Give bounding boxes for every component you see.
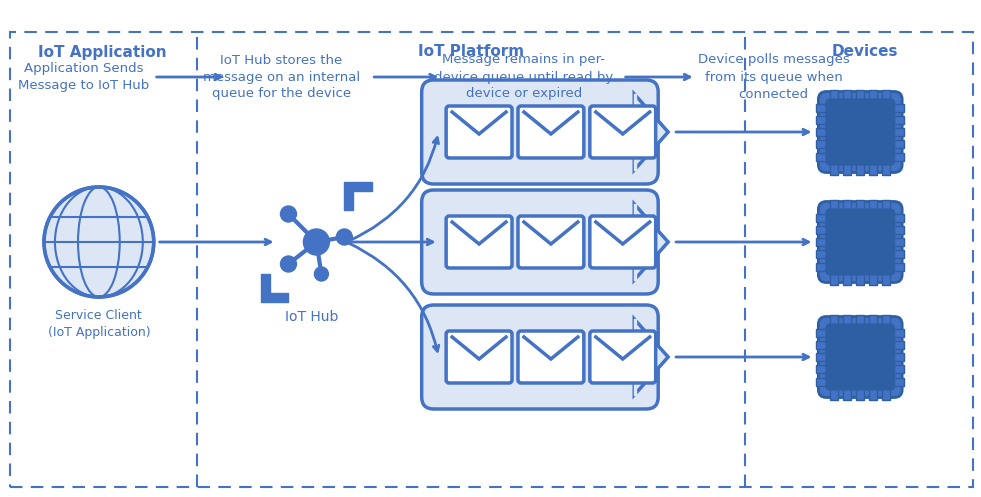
Polygon shape	[635, 94, 668, 170]
Text: Application Sends
Message to IoT Hub: Application Sends Message to IoT Hub	[19, 62, 149, 92]
Text: IoT Hub stores the
message on an internal
queue for the device: IoT Hub stores the message on an interna…	[203, 54, 360, 100]
Bar	[889, 238, 904, 246]
Bar	[889, 329, 904, 336]
Circle shape	[281, 206, 296, 222]
FancyBboxPatch shape	[518, 106, 584, 158]
Bar	[830, 89, 839, 104]
Bar	[889, 365, 904, 373]
Bar	[869, 269, 877, 284]
Bar	[816, 103, 831, 111]
FancyBboxPatch shape	[446, 216, 512, 268]
Circle shape	[336, 229, 352, 245]
Bar	[856, 199, 864, 215]
Bar	[844, 160, 852, 174]
Bar	[816, 238, 831, 246]
Bar	[856, 385, 864, 400]
Bar	[844, 89, 852, 104]
Bar	[882, 269, 890, 284]
Bar	[830, 269, 839, 284]
Bar	[882, 385, 890, 400]
Bar	[882, 315, 890, 330]
FancyBboxPatch shape	[446, 331, 512, 383]
Bar	[869, 385, 877, 400]
Bar	[882, 199, 890, 215]
Polygon shape	[261, 274, 288, 302]
Bar	[889, 378, 904, 386]
FancyBboxPatch shape	[422, 305, 658, 409]
Bar	[830, 199, 839, 215]
Bar	[869, 89, 877, 104]
Bar	[889, 250, 904, 258]
Text: Service Client
(IoT Application): Service Client (IoT Application)	[47, 309, 150, 339]
Circle shape	[315, 267, 329, 281]
Bar	[889, 262, 904, 270]
Bar	[882, 89, 890, 104]
Bar	[856, 160, 864, 174]
Bar	[816, 378, 831, 386]
Text: Devices: Devices	[832, 45, 899, 60]
FancyBboxPatch shape	[422, 190, 658, 294]
FancyBboxPatch shape	[446, 106, 512, 158]
FancyBboxPatch shape	[818, 91, 903, 172]
Bar	[889, 226, 904, 234]
Bar	[830, 385, 839, 400]
Bar	[816, 250, 831, 258]
Bar	[889, 153, 904, 161]
Bar	[889, 214, 904, 222]
Bar	[816, 262, 831, 270]
Polygon shape	[635, 204, 668, 280]
FancyBboxPatch shape	[590, 106, 655, 158]
FancyBboxPatch shape	[518, 331, 584, 383]
Bar	[869, 199, 877, 215]
FancyBboxPatch shape	[590, 331, 655, 383]
Bar	[816, 140, 831, 148]
Bar	[816, 116, 831, 124]
FancyBboxPatch shape	[826, 99, 895, 165]
Bar	[856, 89, 864, 104]
Bar	[830, 315, 839, 330]
Bar	[869, 315, 877, 330]
Text: Device polls messages
from its queue when
connected: Device polls messages from its queue whe…	[697, 54, 850, 100]
Bar	[844, 199, 852, 215]
Bar	[816, 214, 831, 222]
Bar	[844, 269, 852, 284]
Bar	[856, 315, 864, 330]
Polygon shape	[344, 182, 373, 210]
Bar	[889, 341, 904, 349]
Text: IoT Hub: IoT Hub	[284, 310, 338, 324]
Bar	[882, 160, 890, 174]
Bar	[830, 160, 839, 174]
Polygon shape	[635, 319, 668, 395]
Bar	[869, 160, 877, 174]
Bar	[816, 365, 831, 373]
FancyBboxPatch shape	[518, 216, 584, 268]
Text: Message remains in per-
device queue until read by
device or expired: Message remains in per- device queue unt…	[435, 54, 613, 100]
Bar	[889, 140, 904, 148]
Text: IoT Platform: IoT Platform	[418, 45, 524, 60]
Circle shape	[303, 229, 330, 255]
Bar	[816, 329, 831, 336]
Bar	[889, 353, 904, 361]
Bar	[844, 315, 852, 330]
Bar	[889, 116, 904, 124]
FancyBboxPatch shape	[826, 210, 895, 274]
FancyBboxPatch shape	[826, 325, 895, 390]
Bar	[816, 226, 831, 234]
Bar	[816, 341, 831, 349]
Bar	[889, 103, 904, 111]
Circle shape	[44, 187, 154, 297]
Bar	[816, 353, 831, 361]
Bar	[856, 269, 864, 284]
Bar	[889, 128, 904, 136]
Bar	[844, 385, 852, 400]
FancyBboxPatch shape	[422, 80, 658, 184]
Text: IoT Application: IoT Application	[37, 45, 166, 60]
Bar	[816, 128, 831, 136]
FancyBboxPatch shape	[590, 216, 655, 268]
Circle shape	[281, 256, 296, 272]
Bar	[816, 153, 831, 161]
FancyBboxPatch shape	[818, 317, 903, 398]
FancyBboxPatch shape	[818, 201, 903, 282]
